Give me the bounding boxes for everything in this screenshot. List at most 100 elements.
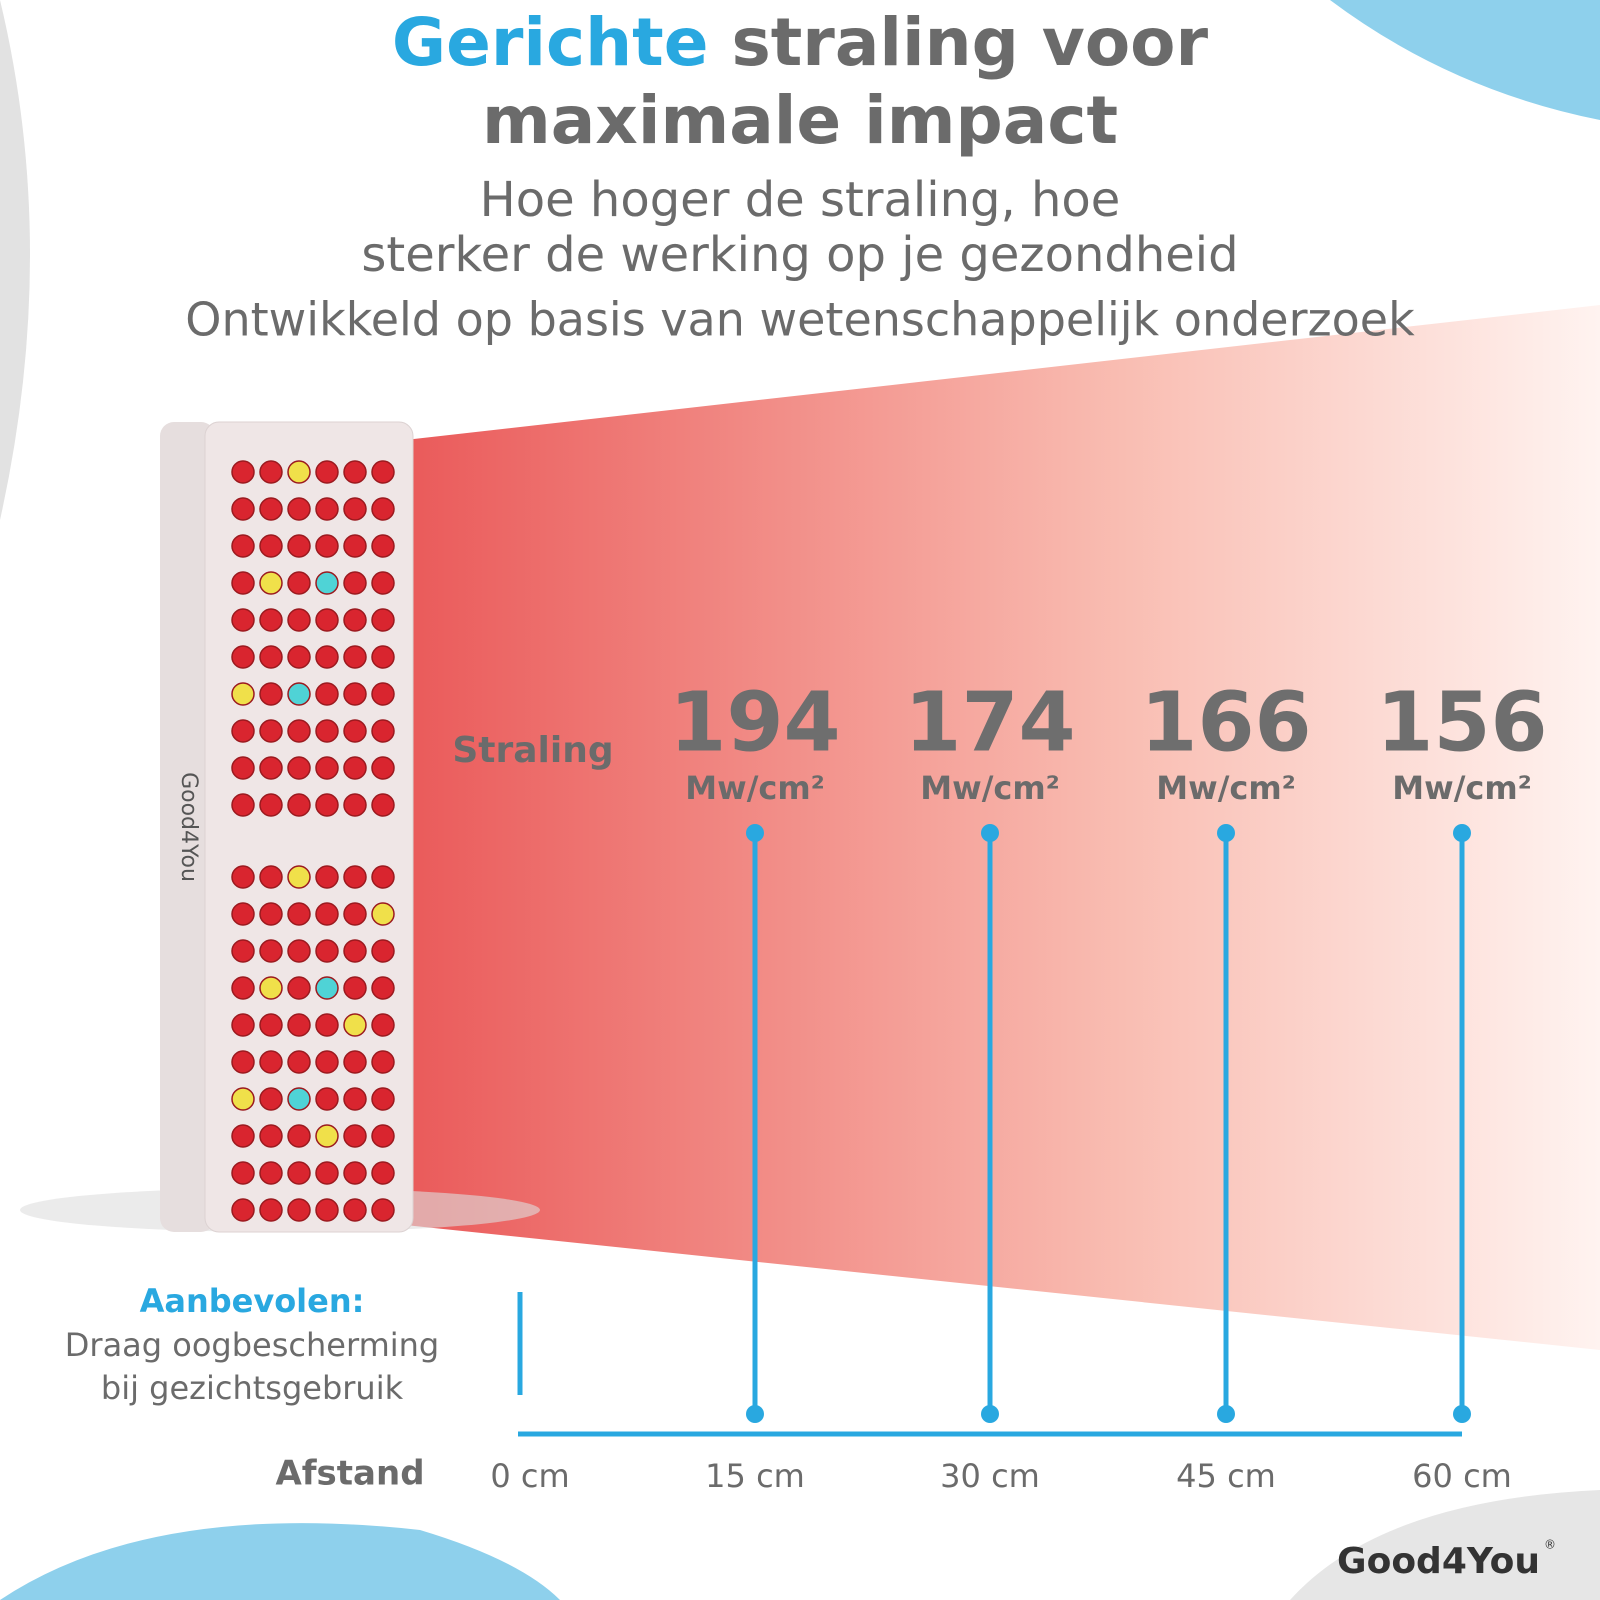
title-text: straling voor — [731, 4, 1208, 81]
decor-blob — [1330, 0, 1600, 120]
distance-label: 30 cm — [940, 1457, 1040, 1495]
led — [343, 1124, 367, 1148]
led — [287, 1198, 311, 1222]
marker-dot — [746, 1405, 764, 1423]
led — [371, 793, 395, 817]
led — [259, 1013, 283, 1037]
led — [343, 1050, 367, 1074]
led — [231, 1198, 255, 1222]
led — [287, 1050, 311, 1074]
subtitle: Hoe hoger de straling, hoe — [480, 172, 1121, 228]
led — [315, 902, 339, 926]
led — [231, 534, 255, 558]
led — [231, 682, 255, 706]
led — [287, 645, 311, 669]
led — [371, 719, 395, 743]
led — [343, 645, 367, 669]
led — [259, 497, 283, 521]
led — [371, 534, 395, 558]
distance-label: 45 cm — [1176, 1457, 1276, 1495]
led — [315, 756, 339, 780]
led — [287, 939, 311, 963]
led — [315, 460, 339, 484]
led — [259, 793, 283, 817]
led — [259, 534, 283, 558]
led — [371, 497, 395, 521]
reading-value: 194 — [669, 675, 840, 770]
led — [315, 793, 339, 817]
led — [371, 865, 395, 889]
led — [231, 645, 255, 669]
led — [259, 645, 283, 669]
led — [259, 719, 283, 743]
led — [315, 1050, 339, 1074]
led — [315, 608, 339, 632]
led — [287, 902, 311, 926]
led — [287, 793, 311, 817]
led — [287, 608, 311, 632]
reading-value: 174 — [904, 675, 1075, 770]
led — [343, 497, 367, 521]
subtitle: Ontwikkeld op basis van wetenschappelijk… — [185, 293, 1415, 347]
led — [287, 534, 311, 558]
marker-dot — [1217, 1405, 1235, 1423]
led — [371, 645, 395, 669]
led — [287, 1087, 311, 1111]
distance-label: 15 cm — [705, 1457, 805, 1495]
led — [259, 682, 283, 706]
led — [259, 902, 283, 926]
led — [371, 756, 395, 780]
led — [231, 1013, 255, 1037]
led — [259, 460, 283, 484]
led — [259, 1124, 283, 1148]
marker-dot — [1217, 824, 1235, 842]
radiation-label: Straling — [452, 730, 613, 771]
distance-label: Afstand — [275, 1454, 424, 1494]
led — [259, 1198, 283, 1222]
led — [231, 571, 255, 595]
led — [315, 534, 339, 558]
led — [231, 1087, 255, 1111]
led — [343, 865, 367, 889]
led — [343, 460, 367, 484]
led — [259, 756, 283, 780]
led — [371, 1050, 395, 1074]
led — [371, 1087, 395, 1111]
marker-dot — [981, 1405, 999, 1423]
led — [231, 1161, 255, 1185]
led — [343, 719, 367, 743]
led — [287, 571, 311, 595]
led — [287, 1161, 311, 1185]
led — [287, 1124, 311, 1148]
recommendation-text: bij gezichtsgebruik — [101, 1369, 404, 1407]
led — [371, 1161, 395, 1185]
led — [371, 939, 395, 963]
led — [231, 1050, 255, 1074]
reading-unit: Mw/cm² — [1392, 769, 1531, 807]
led — [315, 1087, 339, 1111]
led — [315, 1013, 339, 1037]
led — [287, 976, 311, 1000]
led — [231, 902, 255, 926]
led — [231, 608, 255, 632]
led — [371, 1124, 395, 1148]
reading-unit: Mw/cm² — [1156, 769, 1295, 807]
led — [287, 682, 311, 706]
led — [343, 756, 367, 780]
led — [315, 645, 339, 669]
led — [343, 1161, 367, 1185]
led — [287, 719, 311, 743]
reading-unit: Mw/cm² — [685, 769, 824, 807]
subtitle: sterker de werking op je gezondheid — [361, 227, 1238, 283]
logo: Good4You — [1337, 1541, 1540, 1582]
led — [315, 571, 339, 595]
led — [371, 976, 395, 1000]
decor-blob — [0, 1523, 560, 1600]
led — [259, 608, 283, 632]
decor-arc — [1290, 1490, 1600, 1600]
led — [259, 939, 283, 963]
device-side — [160, 422, 215, 1232]
reading-value: 156 — [1376, 675, 1547, 770]
led — [371, 608, 395, 632]
led — [315, 976, 339, 1000]
